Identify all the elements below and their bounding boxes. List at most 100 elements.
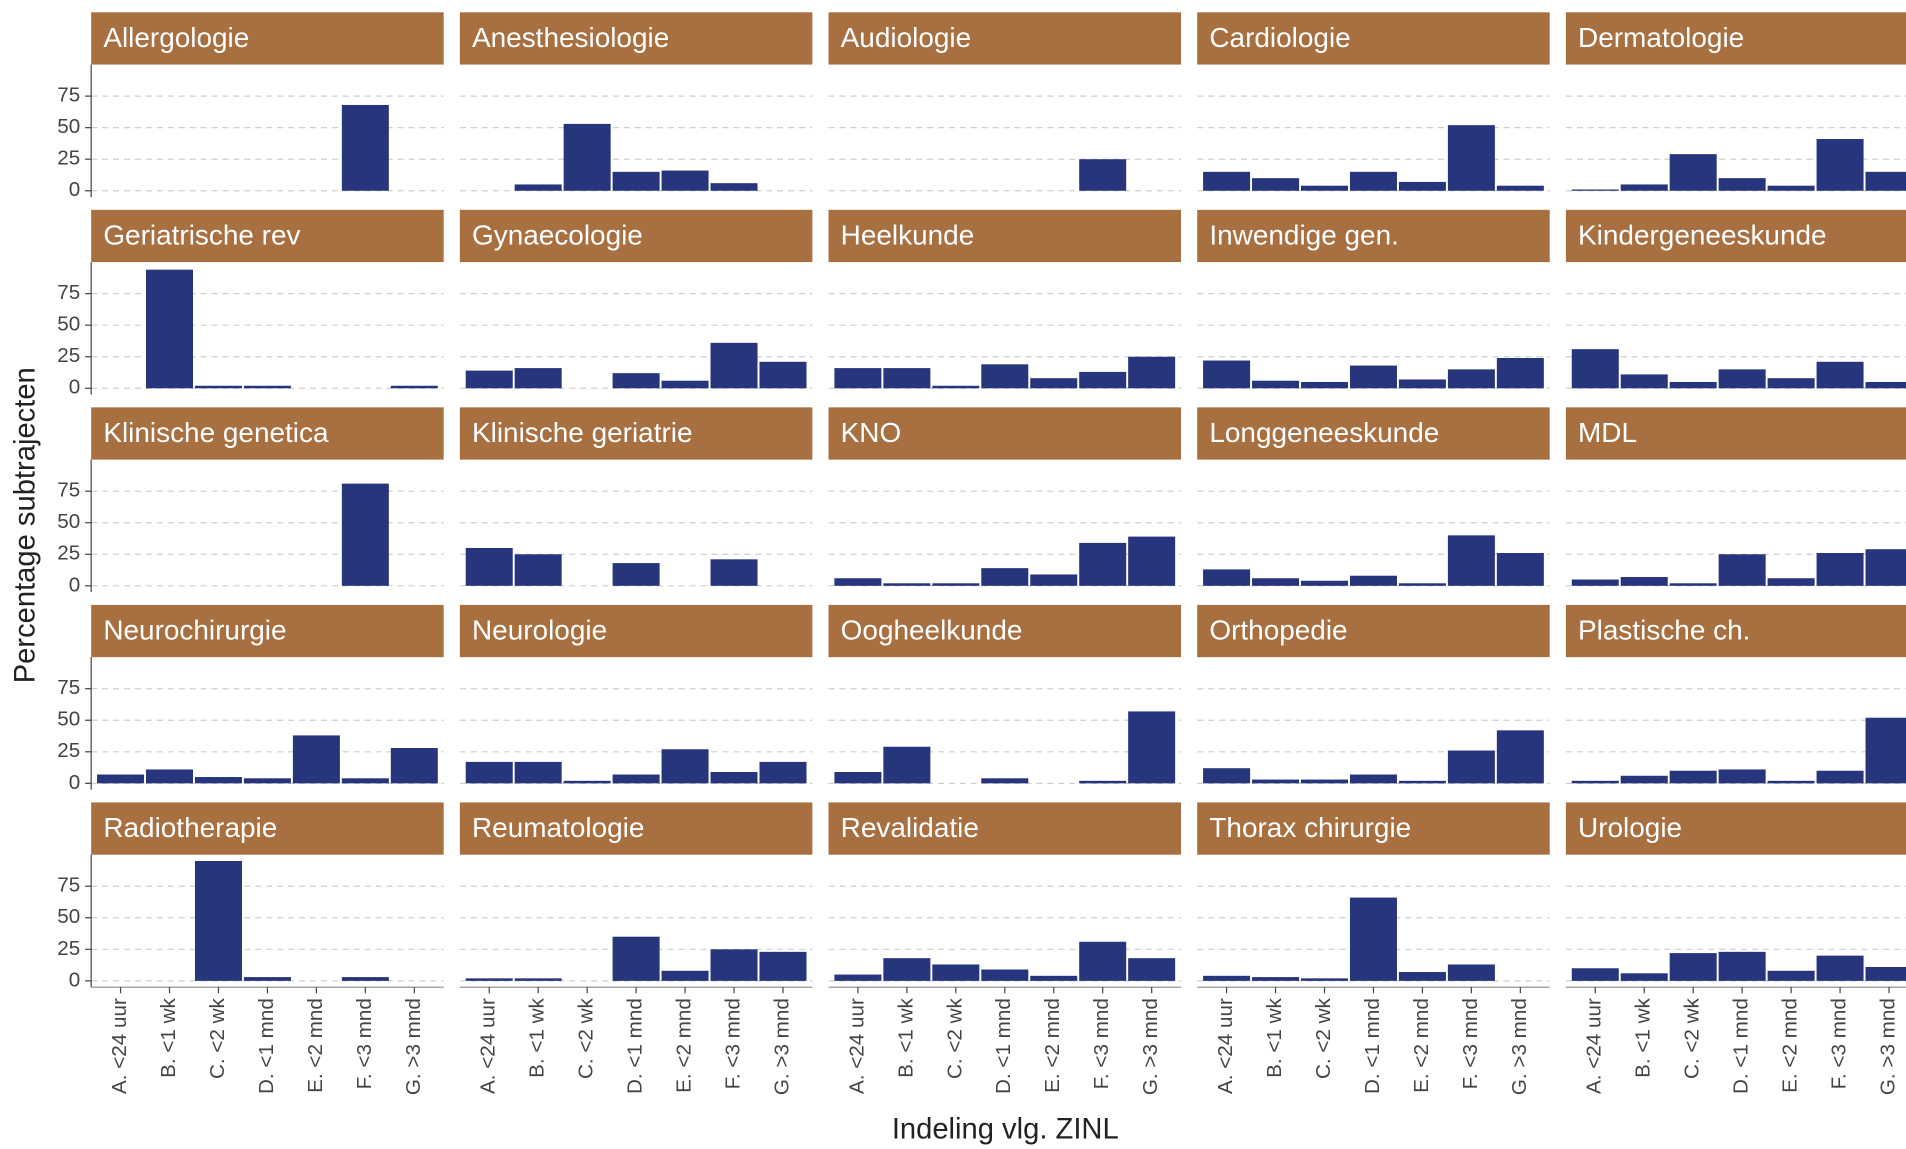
panel-title: Kindergeneeskunde xyxy=(1578,220,1827,251)
bar xyxy=(194,385,242,389)
bar xyxy=(243,977,291,981)
bar xyxy=(883,958,931,981)
strip xyxy=(1197,802,1550,855)
y-tick-label: 75 xyxy=(57,281,80,304)
x-tick-label: E. <2 mnd xyxy=(1041,998,1064,1093)
strip xyxy=(1565,209,1906,263)
bar xyxy=(1669,583,1717,586)
bar xyxy=(1252,779,1300,784)
bar xyxy=(883,368,931,389)
panel-title: MDL xyxy=(1578,417,1637,448)
bar xyxy=(834,771,882,784)
bar xyxy=(1447,535,1495,586)
strip xyxy=(459,407,813,460)
y-tick-label: 0 xyxy=(69,376,81,399)
strip xyxy=(828,604,1182,658)
bar xyxy=(1128,958,1176,981)
strip xyxy=(828,209,1182,263)
bar xyxy=(1767,185,1815,191)
bar xyxy=(514,554,562,586)
panel-title: Heelkunde xyxy=(841,220,975,251)
bar xyxy=(1301,580,1349,586)
bar xyxy=(1816,770,1864,784)
bar xyxy=(1349,171,1397,191)
y-tick-label: 75 xyxy=(57,874,80,897)
y-tick-label: 50 xyxy=(57,115,80,138)
x-tick-label: C. <2 wk xyxy=(943,997,966,1079)
bar xyxy=(243,385,291,389)
bar xyxy=(661,170,709,191)
x-tick-label: B. <1 wk xyxy=(1263,997,1286,1077)
strip xyxy=(1197,209,1550,263)
panel-title: Thorax chirurgie xyxy=(1209,812,1411,843)
bar xyxy=(514,184,562,191)
bar xyxy=(883,583,931,586)
panel-title: Dermatologie xyxy=(1578,22,1744,53)
x-tick-label: G. >3 mnd xyxy=(1876,998,1899,1095)
bar xyxy=(1030,378,1078,389)
bar xyxy=(465,547,513,586)
bar xyxy=(932,583,980,586)
y-tick-label: 25 xyxy=(57,147,80,170)
bar xyxy=(1571,579,1619,586)
x-tick-label: G. >3 mnd xyxy=(770,998,793,1095)
bar xyxy=(1718,951,1766,981)
strip xyxy=(459,209,813,263)
x-tick-label: C. <2 wk xyxy=(1312,997,1335,1079)
bar xyxy=(194,777,242,784)
strip xyxy=(1565,604,1906,658)
bar xyxy=(1301,185,1349,191)
x-tick-label: D. <1 mnd xyxy=(1361,998,1384,1094)
bar xyxy=(1079,780,1127,784)
y-tick-label: 75 xyxy=(57,479,80,502)
panel-title: KNO xyxy=(841,417,902,448)
bar xyxy=(1447,750,1495,784)
bar xyxy=(97,774,145,784)
x-tick-label: B. <1 wk xyxy=(157,997,180,1077)
strip xyxy=(91,12,444,65)
y-tick-label: 25 xyxy=(57,937,80,960)
bar xyxy=(1816,139,1864,191)
bar xyxy=(883,746,931,784)
bar xyxy=(146,769,194,784)
x-tick-label: D. <1 mnd xyxy=(992,998,1015,1094)
bar xyxy=(514,978,562,981)
panel-title: Reumatologie xyxy=(472,812,644,843)
strip xyxy=(459,12,813,65)
bar xyxy=(1865,171,1906,191)
panel-title: Radiotherapie xyxy=(103,812,277,843)
panel-title: Orthopedie xyxy=(1209,615,1347,646)
bar xyxy=(1767,578,1815,586)
bar xyxy=(1349,774,1397,784)
bar xyxy=(390,748,438,784)
bar xyxy=(1669,953,1717,981)
bar xyxy=(932,385,980,389)
bar xyxy=(612,774,660,784)
bar xyxy=(1447,125,1495,191)
bar xyxy=(759,951,807,981)
bar xyxy=(514,761,562,784)
bar xyxy=(1620,576,1668,586)
bar xyxy=(932,964,980,981)
bar xyxy=(612,563,660,586)
bar xyxy=(1620,973,1668,981)
strip xyxy=(1197,407,1550,460)
bar xyxy=(1718,369,1766,389)
bar xyxy=(834,368,882,389)
bar xyxy=(1816,553,1864,586)
bar xyxy=(1203,975,1251,981)
strip xyxy=(828,802,1182,855)
panel-title: Inwendige gen. xyxy=(1209,220,1399,251)
x-tick-label: F. <3 mnd xyxy=(1459,998,1482,1089)
panel-title: Longgeneeskunde xyxy=(1209,417,1439,448)
bar xyxy=(514,368,562,389)
bar xyxy=(1079,159,1127,191)
bar xyxy=(710,342,758,389)
bar xyxy=(1447,369,1495,389)
bar xyxy=(710,949,758,981)
bar xyxy=(465,370,513,389)
bar xyxy=(981,568,1029,586)
x-tick-label: A. <24 uur xyxy=(1214,998,1237,1094)
panel-title: Klinische geriatrie xyxy=(472,417,692,448)
